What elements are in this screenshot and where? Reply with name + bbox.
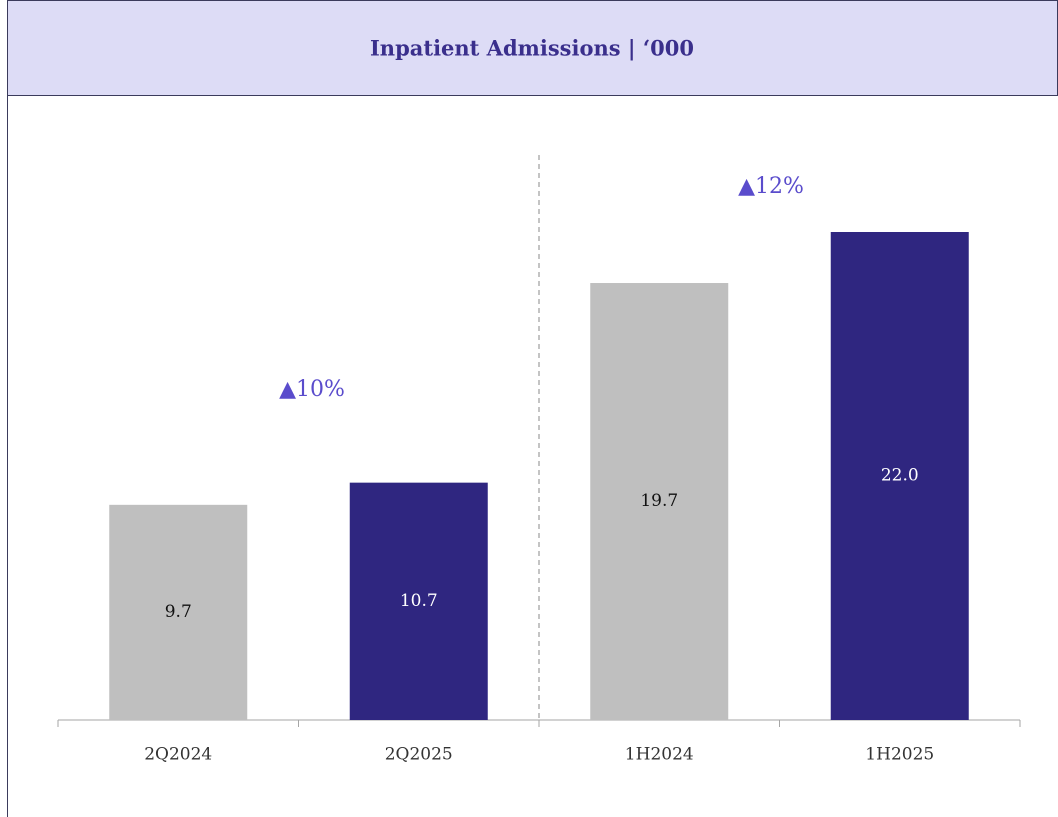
bar [830,232,969,720]
bar [349,482,488,720]
value-label: 10.7 [400,591,438,611]
growth-annotation: ▲12% [738,174,804,199]
header-band [7,0,1058,96]
x-tick-label: 2Q2024 [144,745,212,765]
value-label: 22.0 [881,466,919,486]
x-tick-label: 1H2025 [865,745,934,765]
bar [590,283,729,720]
bar [109,504,248,720]
x-tick-label: 1H2024 [625,745,694,765]
x-tick-label: 2Q2025 [385,745,453,765]
value-label: 19.7 [640,491,678,511]
chart-title: Inpatient Admissions | ‘000 [370,36,694,61]
value-label: 9.7 [165,602,192,622]
growth-annotation: ▲10% [279,377,345,402]
